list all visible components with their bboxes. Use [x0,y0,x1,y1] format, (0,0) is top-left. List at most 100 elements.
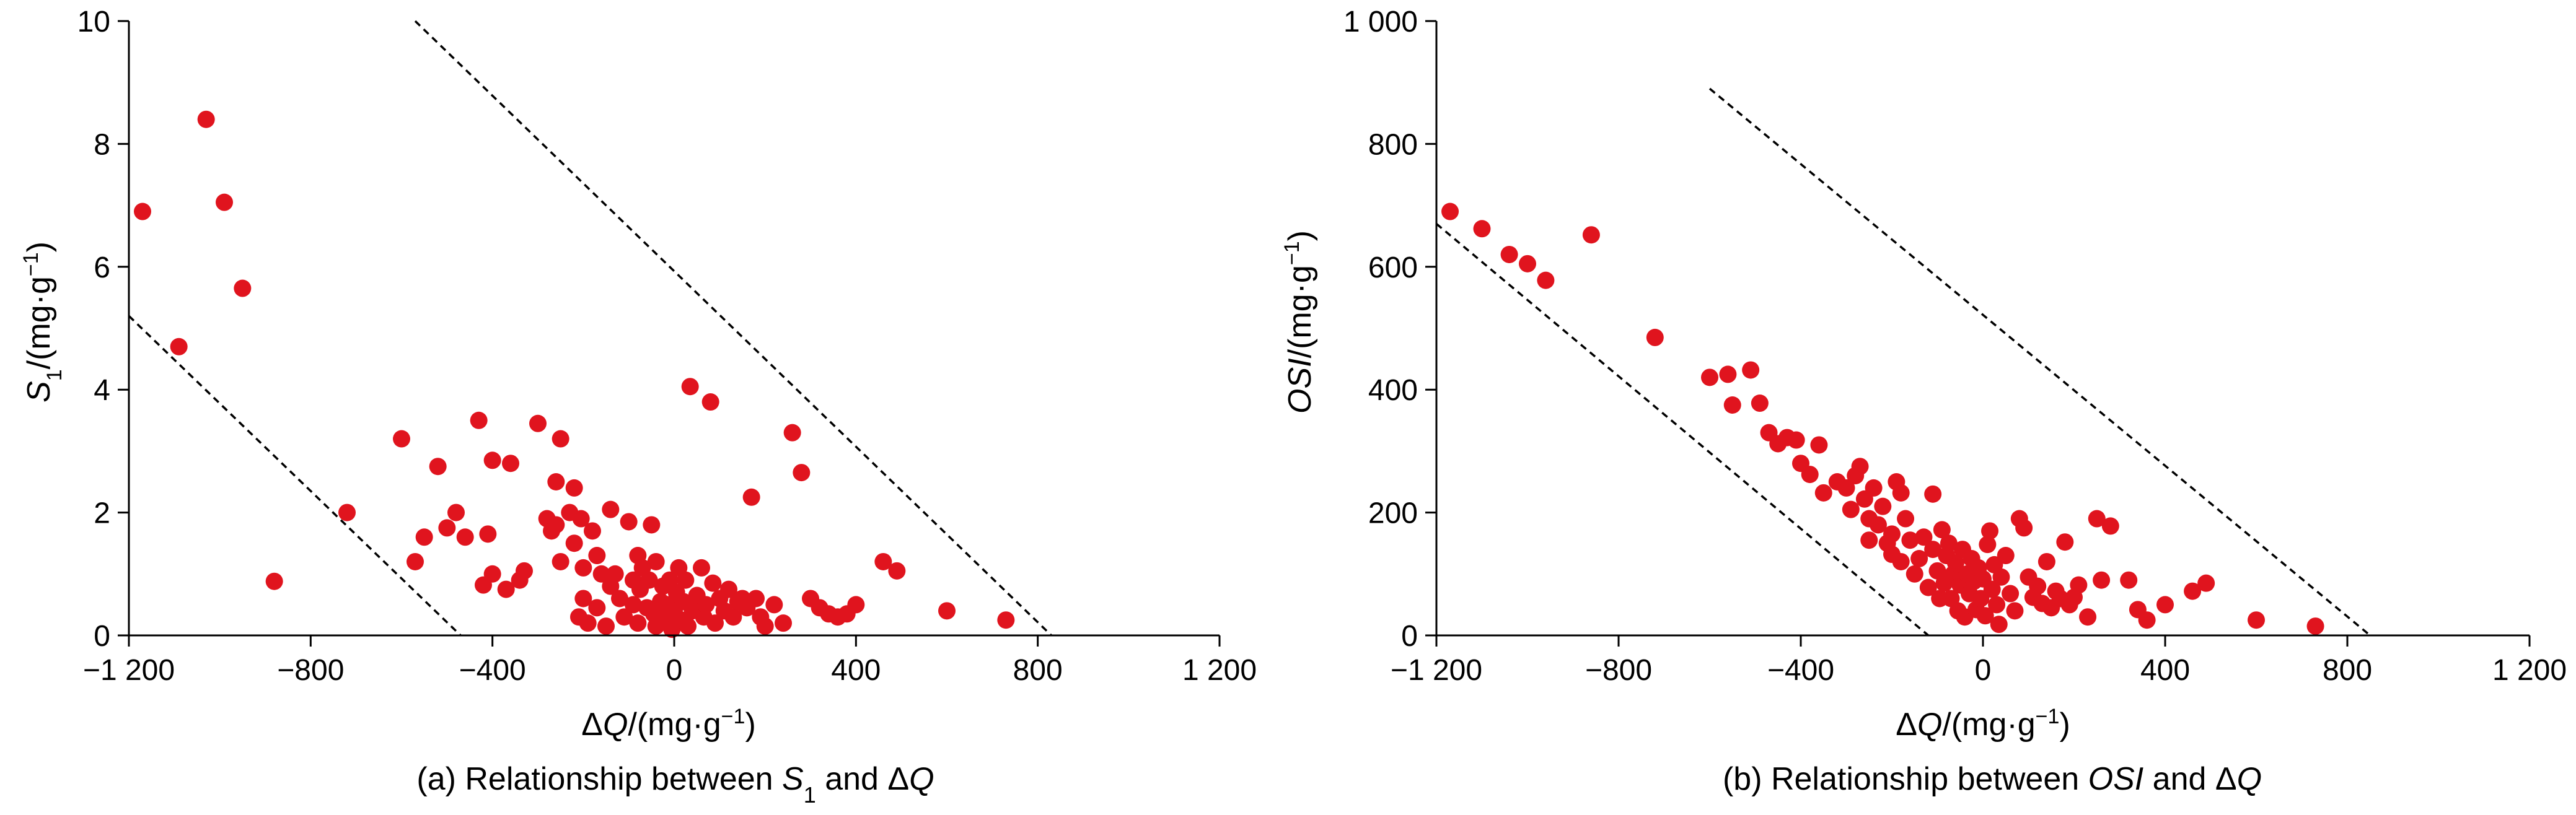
y-ticks-a: 0 2 4 6 8 10 [77,6,129,653]
data-point [407,552,424,570]
y-tick-label-a: 4 [94,374,110,407]
data-point [1473,220,1491,238]
dashed-boundary-line [414,20,1052,637]
y-ticks-b: 0 200 400 600 800 1 000 [1343,6,1436,653]
data-point [2093,571,2111,589]
data-point [197,110,215,128]
data-point [1860,531,1878,549]
x-ticks-b: −1 200 −800 −400 0 400 800 1 200 [1391,635,2567,687]
y-tick-label-a: 10 [77,6,110,38]
x-tick-label-b: −400 [1767,654,1834,687]
data-point [547,473,565,490]
data-point [997,611,1015,629]
data-point [704,574,722,592]
data-point [393,430,410,448]
data-point [1988,596,2006,614]
data-point [429,458,447,476]
x-tick-label-b: −1 200 [1391,654,1482,687]
data-point [2006,602,2024,620]
data-point [1981,522,1999,540]
points-b [1441,203,2324,635]
data-point [1976,607,1994,625]
data-point [701,393,719,411]
data-point [170,338,188,355]
data-point [888,562,906,580]
data-point [2306,617,2324,635]
data-point [1646,328,1664,346]
data-point [234,279,252,297]
data-point [1441,203,1459,220]
chart-panel-b: 0 200 400 600 800 1 000 −1 200 −800 −400 0 400 800… [1280,6,2567,797]
data-point [615,608,633,626]
data-point [1582,226,1600,244]
data-point [2184,582,2202,600]
data-point [483,565,501,583]
data-point [597,617,615,635]
data-point [1869,516,1887,534]
data-point [447,503,465,521]
data-point [1742,361,1760,379]
x-axis-title-b: ΔQ/(mg·g−1) [1896,705,2070,743]
data-point [602,500,620,518]
data-point [1892,552,1910,570]
points-a [134,110,1015,638]
data-point [438,519,456,537]
data-point [497,580,515,598]
data-point [706,614,724,632]
x-tick-label-a: 800 [1013,654,1063,687]
data-point [1915,528,1933,546]
data-point [1787,431,1805,449]
data-point [479,525,497,543]
data-point [265,572,283,590]
data-point [1851,458,1869,476]
data-point [874,552,892,570]
y-tick-label-b: 800 [1368,128,1418,161]
data-point [456,528,474,546]
data-point [1940,534,1958,552]
data-point [2088,510,2106,528]
data-point [338,503,356,521]
data-point [720,580,737,598]
chart-panel-a: 0 2 4 6 8 10 −1 200 −800 −400 0 400 800 1 200 S1/(m… [19,6,1257,808]
dashed-boundary-line [1708,87,2371,637]
data-point [2070,576,2088,594]
data-point [1990,616,2008,634]
data-point [629,614,647,632]
y-tick-label-a: 2 [94,497,110,530]
data-point [625,596,642,614]
y-tick-label-b: 400 [1368,374,1418,407]
data-point [1979,536,1997,554]
x-tick-label-b: 400 [2140,654,2190,687]
data-point [592,565,610,583]
data-point [1751,394,1769,412]
data-point [643,516,661,534]
data-point [1500,245,1518,263]
data-point [547,516,565,534]
data-point [565,479,583,497]
data-point [1906,565,1923,583]
data-point [483,451,501,469]
data-point [1874,497,1892,515]
x-ticks-a: −1 200 −800 −400 0 400 800 1 200 [83,635,1257,687]
x-tick-label-a: −1 200 [83,654,175,687]
data-point [2029,577,2047,595]
caption-a: (a) Relationship between S1 and ΔQ [416,761,934,808]
data-point [552,552,569,570]
data-point [2156,596,2174,614]
data-point [2120,571,2138,589]
data-point [1537,271,1555,289]
y-tick-label-a: 8 [94,128,110,161]
x-axis-title-a: ΔQ/(mg·g−1) [581,705,756,743]
data-point [1837,479,1855,497]
data-point [502,455,519,473]
data-point [216,193,233,211]
data-point [647,552,665,570]
data-point [1892,484,1910,502]
data-point [1814,484,1832,502]
dashed-lines-a [128,20,1052,637]
data-point [1946,554,1964,572]
data-point [765,596,783,614]
data-point [620,513,638,531]
data-point [1865,479,1883,497]
dashed-lines-b [1435,87,2371,637]
